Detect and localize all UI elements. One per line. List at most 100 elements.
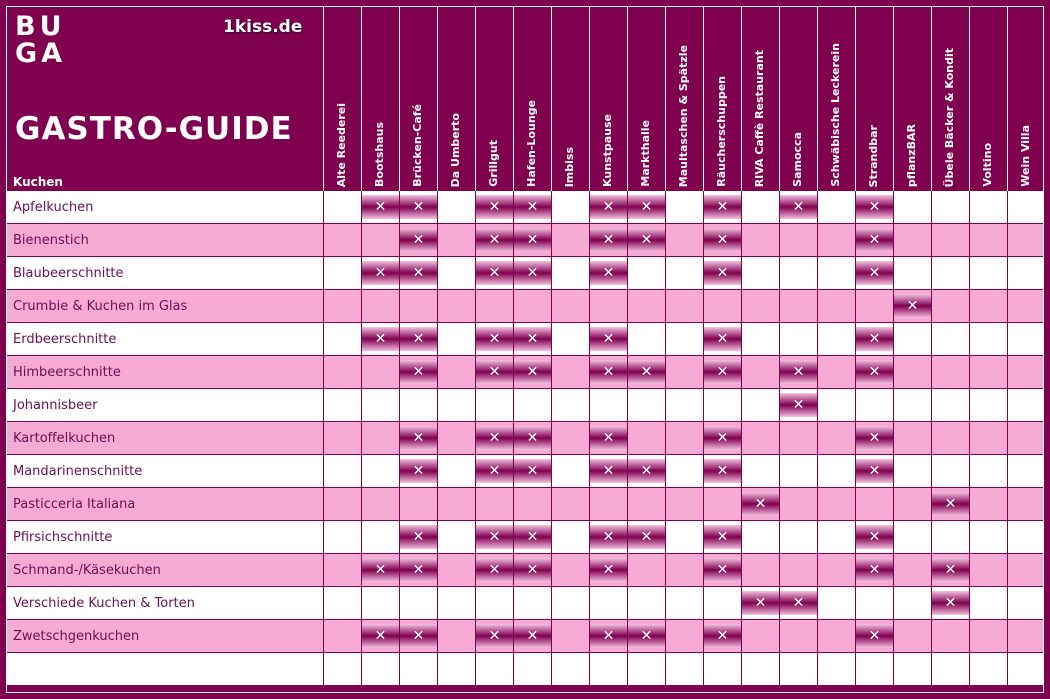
availability-cell: ✕ xyxy=(513,521,551,554)
availability-cell: ✕ xyxy=(475,257,513,290)
availability-cell xyxy=(323,653,361,686)
availability-cell: ✕ xyxy=(399,356,437,389)
availability-cell: ✕ xyxy=(855,191,893,224)
availability-cell: ✕ xyxy=(475,521,513,554)
venue-header-label: Markthalle xyxy=(639,120,652,187)
logo-line-1: BU xyxy=(15,11,66,42)
venue-header: Markthalle xyxy=(627,7,665,191)
availability-cell xyxy=(627,257,665,290)
available-mark-icon: ✕ xyxy=(704,261,741,285)
availability-cell: ✕ xyxy=(779,587,817,620)
availability-cell: ✕ xyxy=(513,554,551,587)
availability-cell xyxy=(361,521,399,554)
venue-header: Voltino xyxy=(969,7,1007,191)
availability-cell xyxy=(399,653,437,686)
availability-cell xyxy=(931,389,969,422)
availability-cell: ✕ xyxy=(475,224,513,257)
availability-cell xyxy=(399,389,437,422)
availability-cell xyxy=(1007,224,1043,257)
availability-cell xyxy=(551,653,589,686)
availability-cell: ✕ xyxy=(931,488,969,521)
available-mark-icon: ✕ xyxy=(476,525,513,549)
availability-cell xyxy=(1007,191,1043,224)
availability-cell xyxy=(893,620,931,653)
available-mark-icon: ✕ xyxy=(932,492,969,516)
availability-cell xyxy=(361,389,399,422)
cake-name: Blaubeerschnitte xyxy=(7,257,323,290)
availability-cell: ✕ xyxy=(741,587,779,620)
availability-cell xyxy=(817,653,855,686)
availability-cell xyxy=(817,257,855,290)
venue-header-label: Samocca xyxy=(791,132,804,187)
availability-cell xyxy=(817,620,855,653)
availability-cell xyxy=(361,455,399,488)
available-mark-icon: ✕ xyxy=(514,327,551,351)
availability-cell xyxy=(741,653,779,686)
availability-cell xyxy=(817,488,855,521)
availability-cell xyxy=(437,587,475,620)
availability-cell xyxy=(627,422,665,455)
availability-cell xyxy=(779,620,817,653)
availability-cell xyxy=(1007,455,1043,488)
availability-cell xyxy=(665,323,703,356)
availability-cell xyxy=(817,356,855,389)
availability-cell xyxy=(665,620,703,653)
availability-cell xyxy=(817,455,855,488)
availability-cell xyxy=(361,224,399,257)
availability-cell: ✕ xyxy=(703,422,741,455)
availability-cell: ✕ xyxy=(855,422,893,455)
availability-cell xyxy=(551,455,589,488)
available-mark-icon: ✕ xyxy=(780,591,817,615)
availability-cell xyxy=(551,356,589,389)
availability-cell: ✕ xyxy=(703,257,741,290)
availability-cell xyxy=(931,422,969,455)
availability-cell: ✕ xyxy=(627,620,665,653)
availability-cell xyxy=(323,323,361,356)
cake-name: Schmand-/Käsekuchen xyxy=(7,554,323,587)
availability-cell xyxy=(741,455,779,488)
table-row: Blaubeerschnitte ✕ ✕ ✕ ✕ ✕ ✕ ✕ xyxy=(7,257,1043,290)
availability-cell xyxy=(817,587,855,620)
venue-header-label: Räucherschuppen xyxy=(715,76,728,187)
table-row: Johannisbeer ✕ xyxy=(7,389,1043,422)
table-row: Schmand-/Käsekuchen ✕ ✕ ✕ ✕ ✕ ✕ ✕ ✕ xyxy=(7,554,1043,587)
venue-header-label: Da Umberto xyxy=(449,112,462,187)
availability-cell xyxy=(969,455,1007,488)
availability-cell xyxy=(323,455,361,488)
availability-cell xyxy=(893,257,931,290)
table-row: Erdbeerschnitte ✕ ✕ ✕ ✕ ✕ ✕ ✕ xyxy=(7,323,1043,356)
available-mark-icon: ✕ xyxy=(476,360,513,384)
availability-cell xyxy=(931,455,969,488)
availability-cell xyxy=(969,653,1007,686)
available-mark-icon: ✕ xyxy=(514,459,551,483)
venue-header-label: Voltino xyxy=(981,143,994,187)
available-mark-icon: ✕ xyxy=(628,459,665,483)
availability-cell: ✕ xyxy=(399,257,437,290)
venue-header: Strandbar xyxy=(855,7,893,191)
availability-cell xyxy=(437,191,475,224)
availability-cell: ✕ xyxy=(399,521,437,554)
availability-cell xyxy=(969,554,1007,587)
availability-cell xyxy=(627,653,665,686)
available-mark-icon: ✕ xyxy=(590,195,627,219)
cake-name: Crumbie & Kuchen im Glas xyxy=(7,290,323,323)
availability-cell xyxy=(323,290,361,323)
availability-cell xyxy=(361,653,399,686)
available-mark-icon: ✕ xyxy=(856,624,893,648)
cake-name: Zwetschgenkuchen xyxy=(7,620,323,653)
cake-name: Himbeerschnitte xyxy=(7,356,323,389)
availability-cell xyxy=(551,323,589,356)
available-mark-icon: ✕ xyxy=(400,327,437,351)
availability-cell xyxy=(551,521,589,554)
availability-cell xyxy=(893,224,931,257)
available-mark-icon: ✕ xyxy=(590,261,627,285)
available-mark-icon: ✕ xyxy=(476,558,513,582)
venue-header-label: Wein Villa xyxy=(1019,125,1032,187)
availability-cell xyxy=(589,389,627,422)
table-row xyxy=(7,653,1043,686)
availability-cell: ✕ xyxy=(399,455,437,488)
availability-cell xyxy=(589,488,627,521)
availability-cell xyxy=(969,356,1007,389)
available-mark-icon: ✕ xyxy=(400,426,437,450)
table-row: Apfelkuchen ✕ ✕ ✕ ✕ ✕ ✕ ✕ ✕ ✕ xyxy=(7,191,1043,224)
